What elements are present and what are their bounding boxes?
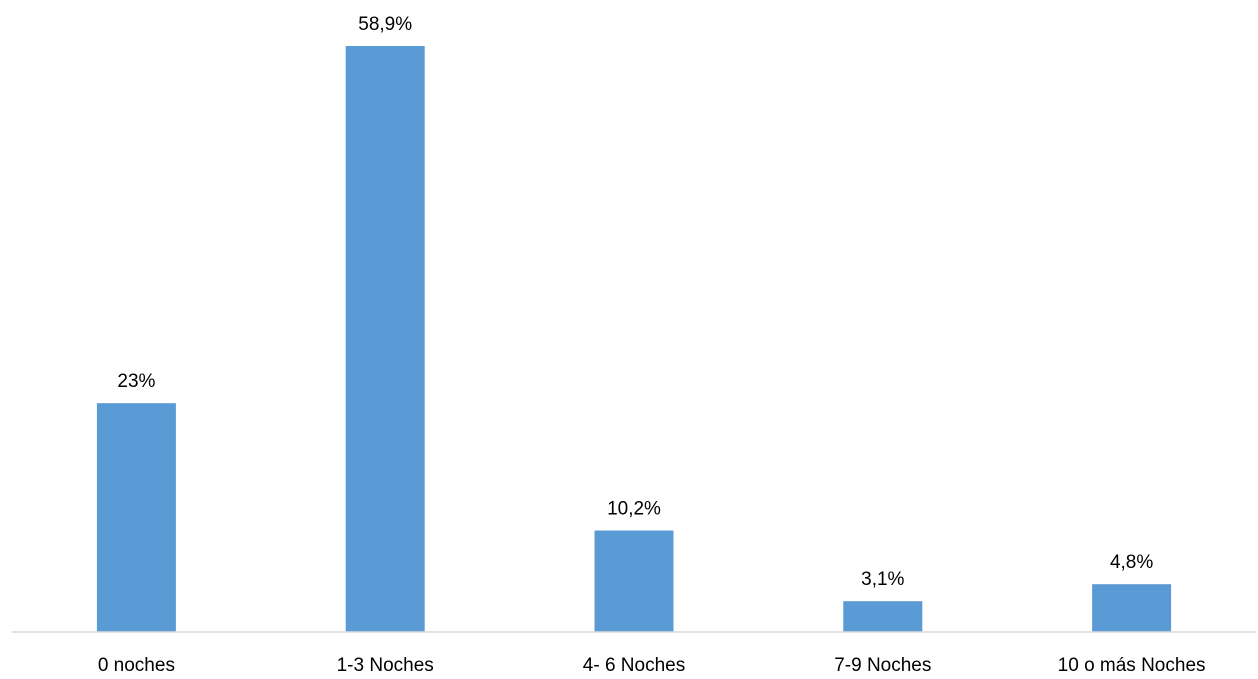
- data-label-0: 23%: [117, 371, 155, 392]
- bars-group: [96, 46, 1172, 632]
- x-tick-label-1: 1-3 Noches: [337, 655, 434, 676]
- bar-2: [594, 530, 674, 632]
- value-labels-group: 23% 58,9% 10,2% 3,1% 4,8%: [117, 14, 1153, 590]
- data-label-1: 58,9%: [358, 14, 412, 35]
- data-label-4: 4,8%: [1110, 552, 1153, 573]
- x-tick-labels-group: 0 noches 1-3 Noches 4- 6 Noches 7-9 Noches 1…: [98, 655, 1206, 676]
- bar-4: [1092, 584, 1172, 632]
- x-tick-label-2: 4- 6 Noches: [583, 655, 685, 676]
- bar-0: [96, 403, 176, 632]
- x-tick-label-0: 0 noches: [98, 655, 175, 676]
- data-label-3: 3,1%: [861, 569, 904, 590]
- bar-1: [345, 46, 425, 632]
- bar-3: [843, 601, 923, 632]
- x-tick-label-4: 10 o más Noches: [1058, 655, 1206, 676]
- x-tick-label-3: 7-9 Noches: [834, 655, 931, 676]
- data-label-2: 10,2%: [607, 499, 661, 520]
